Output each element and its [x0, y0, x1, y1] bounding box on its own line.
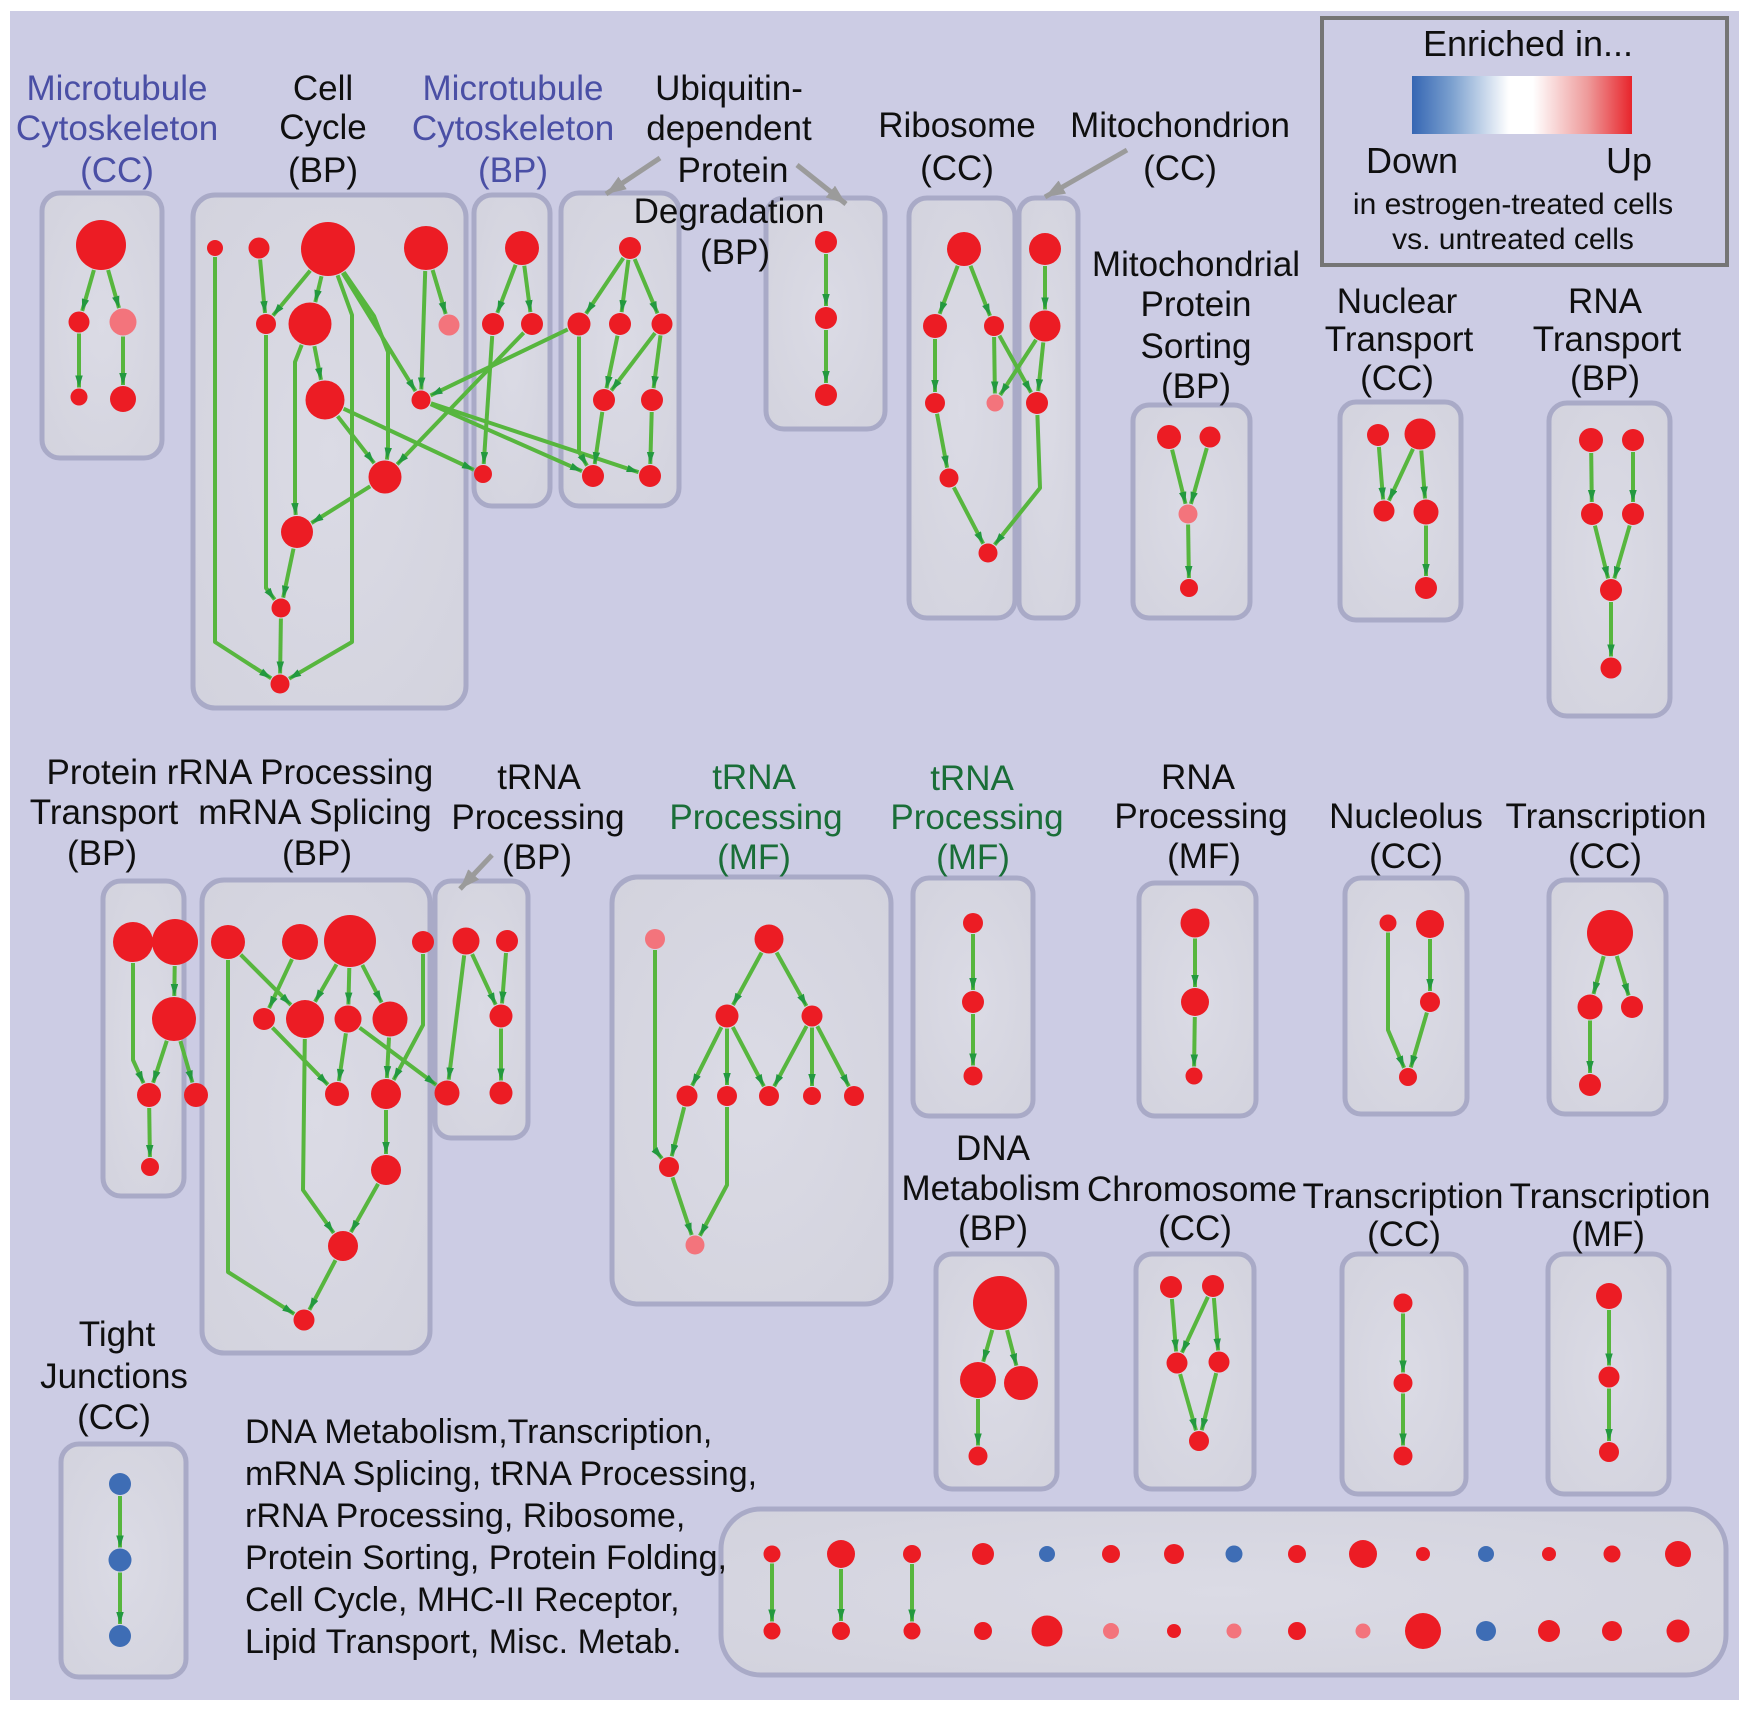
- svg-text:Protein: Protein: [678, 151, 789, 190]
- svg-text:Processing: Processing: [451, 798, 624, 837]
- svg-text:(MF): (MF): [717, 838, 791, 877]
- svg-text:(BP): (BP): [67, 834, 137, 873]
- svg-text:(CC): (CC): [1158, 1209, 1232, 1248]
- svg-text:Down: Down: [1366, 140, 1458, 181]
- svg-text:Nuclear: Nuclear: [1337, 282, 1458, 321]
- svg-text:RNA: RNA: [1161, 758, 1236, 797]
- svg-text:Protein: Protein: [47, 753, 158, 792]
- svg-text:Transcription: Transcription: [1303, 1177, 1504, 1216]
- svg-text:Ubiquitin-: Ubiquitin-: [655, 69, 803, 108]
- svg-text:rRNA Processing: rRNA Processing: [167, 753, 433, 792]
- svg-text:Processing: Processing: [1114, 797, 1287, 836]
- svg-text:(CC): (CC): [1367, 1215, 1441, 1254]
- svg-text:Metabolism: Metabolism: [902, 1169, 1081, 1208]
- svg-text:Degradation: Degradation: [634, 192, 825, 231]
- svg-text:(MF): (MF): [1167, 837, 1241, 876]
- svg-text:(BP): (BP): [1570, 359, 1640, 398]
- svg-text:(CC): (CC): [1143, 149, 1217, 188]
- svg-text:mRNA Splicing: mRNA Splicing: [198, 793, 431, 832]
- svg-text:Protein: Protein: [1141, 285, 1252, 324]
- svg-text:(CC): (CC): [1360, 359, 1434, 398]
- svg-text:Chromosome: Chromosome: [1087, 1170, 1297, 1209]
- svg-text:mRNA Splicing, tRNA Processing: mRNA Splicing, tRNA Processing,: [245, 1455, 757, 1493]
- svg-text:in estrogen-treated cells: in estrogen-treated cells: [1353, 188, 1673, 221]
- svg-text:Lipid Transport, Misc. Metab.: Lipid Transport, Misc. Metab.: [245, 1623, 682, 1661]
- svg-text:Ribosome: Ribosome: [878, 106, 1036, 145]
- svg-text:Protein Sorting, Protein Foldi: Protein Sorting, Protein Folding,: [245, 1539, 727, 1577]
- svg-text:(CC): (CC): [77, 1398, 151, 1437]
- svg-text:Junctions: Junctions: [40, 1357, 188, 1396]
- svg-text:Microtubule: Microtubule: [423, 69, 604, 108]
- svg-text:Microtubule: Microtubule: [27, 69, 208, 108]
- svg-text:(BP): (BP): [478, 151, 548, 190]
- svg-text:Transport: Transport: [1533, 320, 1682, 359]
- svg-text:Transcription: Transcription: [1510, 1177, 1711, 1216]
- svg-text:Transport: Transport: [1325, 320, 1474, 359]
- svg-text:RNA: RNA: [1568, 282, 1643, 321]
- svg-text:Transcription: Transcription: [1506, 797, 1707, 836]
- svg-text:(CC): (CC): [80, 151, 154, 190]
- svg-text:Cytoskeleton: Cytoskeleton: [16, 109, 218, 148]
- svg-text:(MF): (MF): [1571, 1215, 1645, 1254]
- svg-text:Cycle: Cycle: [279, 108, 367, 147]
- svg-text:rRNA Processing, Ribosome,: rRNA Processing, Ribosome,: [245, 1497, 685, 1535]
- svg-text:tRNA: tRNA: [930, 759, 1014, 798]
- svg-text:(BP): (BP): [1161, 367, 1231, 406]
- svg-text:(BP): (BP): [288, 151, 358, 190]
- svg-text:Tight: Tight: [79, 1315, 156, 1354]
- svg-text:DNA: DNA: [956, 1129, 1031, 1168]
- svg-text:(BP): (BP): [282, 834, 352, 873]
- svg-text:Processing: Processing: [669, 798, 842, 837]
- svg-text:Mitochondrial: Mitochondrial: [1092, 245, 1300, 284]
- svg-text:Sorting: Sorting: [1141, 327, 1252, 366]
- svg-text:Up: Up: [1606, 140, 1652, 181]
- svg-text:(BP): (BP): [958, 1209, 1028, 1248]
- svg-text:Cell Cycle, MHC-II Receptor,: Cell Cycle, MHC-II Receptor,: [245, 1581, 680, 1619]
- svg-text:(CC): (CC): [1369, 837, 1443, 876]
- svg-text:Cell: Cell: [293, 69, 353, 108]
- svg-text:Mitochondrion: Mitochondrion: [1070, 106, 1290, 145]
- svg-text:Cytoskeleton: Cytoskeleton: [412, 109, 614, 148]
- svg-text:tRNA: tRNA: [497, 758, 581, 797]
- svg-text:(CC): (CC): [1568, 837, 1642, 876]
- svg-text:tRNA: tRNA: [712, 758, 796, 797]
- svg-text:dependent: dependent: [646, 109, 812, 148]
- svg-text:Nucleolus: Nucleolus: [1329, 797, 1483, 836]
- svg-text:Processing: Processing: [890, 798, 1063, 837]
- svg-text:(MF): (MF): [936, 838, 1010, 877]
- svg-text:(CC): (CC): [920, 149, 994, 188]
- svg-text:(BP): (BP): [502, 838, 572, 877]
- svg-text:DNA Metabolism,Transcription,: DNA Metabolism,Transcription,: [245, 1413, 712, 1451]
- svg-text:Enriched in...: Enriched in...: [1423, 23, 1633, 64]
- svg-text:(BP): (BP): [700, 233, 770, 272]
- svg-text:Transport: Transport: [30, 793, 179, 832]
- svg-text:vs. untreated cells: vs. untreated cells: [1392, 223, 1634, 256]
